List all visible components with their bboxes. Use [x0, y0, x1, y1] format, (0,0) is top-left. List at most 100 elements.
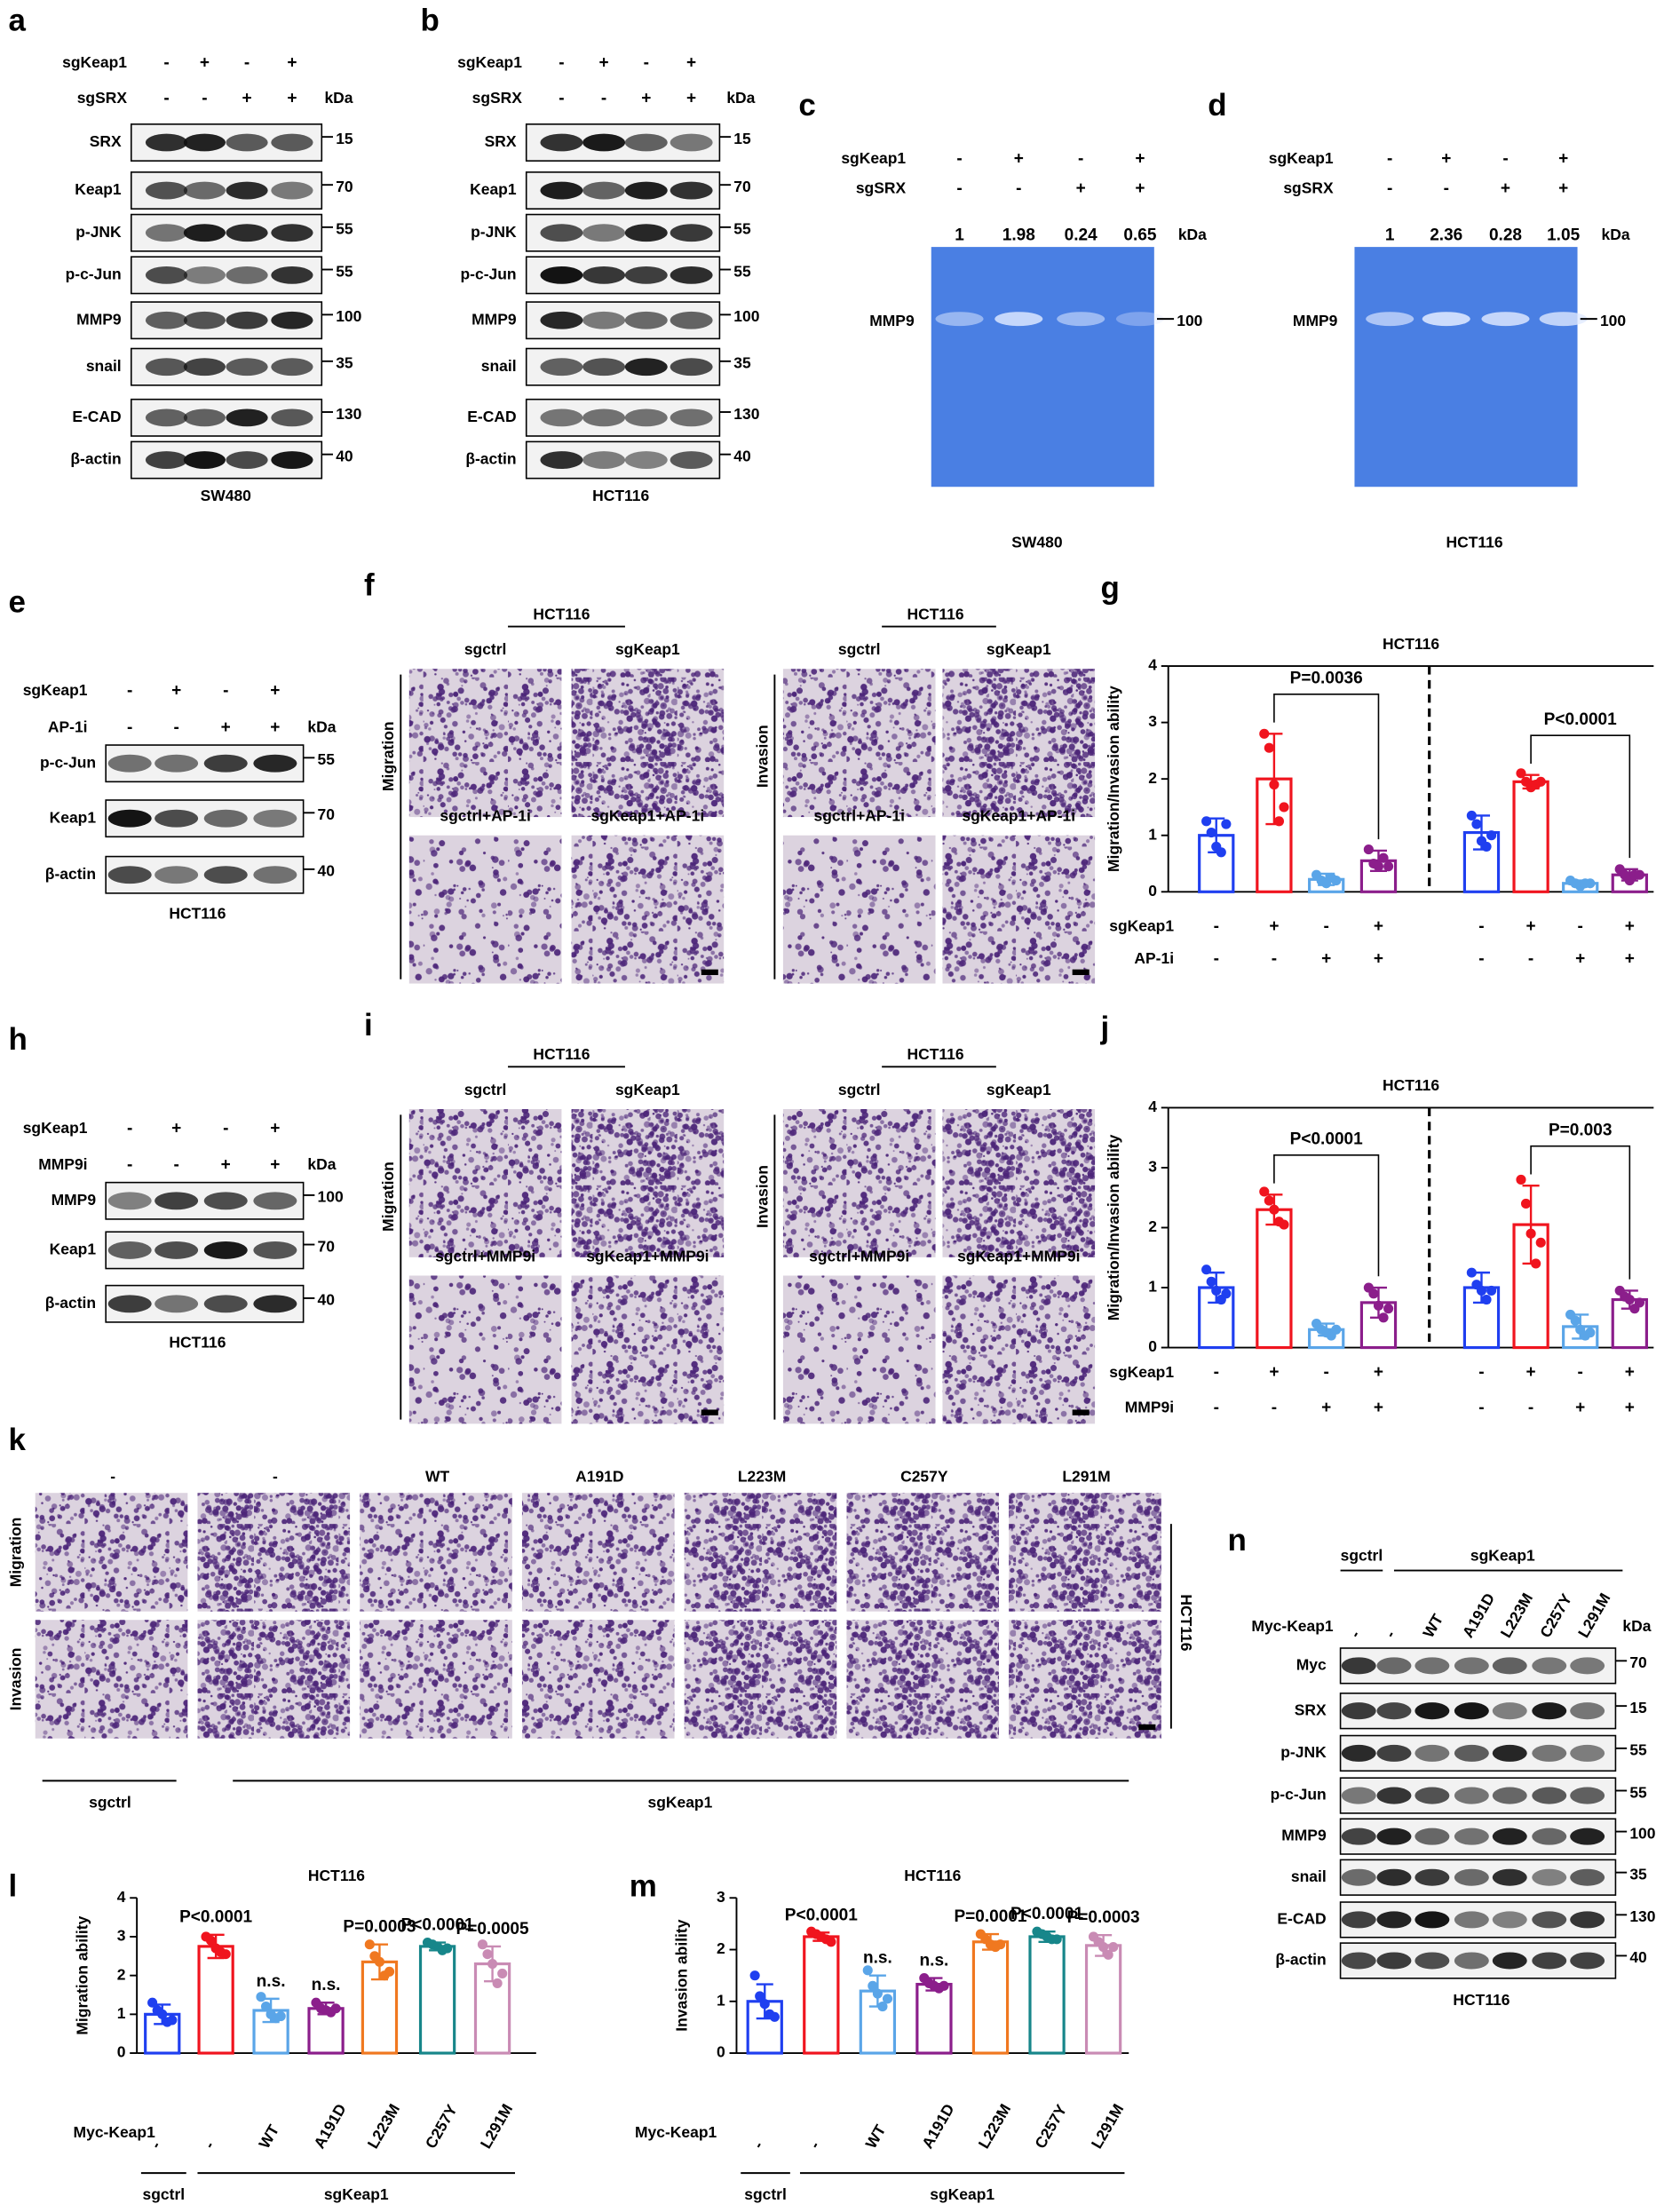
- band: [155, 1295, 199, 1313]
- panel-letter: m: [630, 1868, 657, 1903]
- band: [145, 358, 188, 377]
- band: [107, 866, 152, 884]
- band: [1532, 1827, 1567, 1845]
- kda-value: 15: [733, 130, 751, 147]
- band: [1454, 1657, 1489, 1675]
- treatment-sign: -: [1078, 150, 1083, 169]
- protein-name: E-CAD: [72, 408, 121, 425]
- data-point: [1525, 1228, 1536, 1239]
- column-label: -: [273, 1467, 278, 1485]
- kda-value: 100: [1600, 312, 1626, 329]
- band: [670, 358, 713, 377]
- y-tick-label: 0: [1148, 1337, 1157, 1355]
- bar: [1512, 780, 1549, 893]
- data-point: [1269, 1204, 1280, 1215]
- protein-name: Keap1: [75, 180, 122, 198]
- band: [1454, 1952, 1489, 1970]
- protein-name: E-CAD: [467, 408, 516, 425]
- micrograph: [942, 1108, 1096, 1257]
- panel-letter: i: [364, 1008, 373, 1043]
- lane-value: 0.65: [1123, 226, 1156, 244]
- band: [155, 754, 199, 773]
- data-point: [1331, 1324, 1342, 1335]
- p-value: P<0.0001: [401, 1915, 474, 1934]
- band: [1492, 1827, 1527, 1845]
- gel-band: [994, 312, 1043, 327]
- condition-sign: -: [1578, 917, 1583, 936]
- data-point: [487, 1958, 498, 1970]
- band: [1454, 1702, 1489, 1720]
- cell-line: HCT116: [1177, 1594, 1195, 1651]
- protein-name: snail: [1291, 1867, 1327, 1885]
- p-value: n.s.: [257, 1972, 286, 1991]
- data-point: [1264, 1195, 1274, 1206]
- image-label: sgctrl+MMP9i: [809, 1247, 909, 1265]
- condition-sign: -: [1272, 1399, 1277, 1417]
- condition-sign: -: [1272, 950, 1277, 969]
- protein-name: MMP9: [1293, 312, 1338, 329]
- scale-bar: [701, 969, 718, 976]
- kda-value: 35: [336, 354, 353, 372]
- cell-line: HCT116: [592, 487, 649, 504]
- band: [670, 408, 713, 427]
- micrograph: [782, 1275, 936, 1424]
- micrograph: [942, 835, 1096, 984]
- condition-sign: -: [1214, 1399, 1219, 1417]
- data-point: [1476, 1285, 1487, 1296]
- group-label: sgctrl: [89, 1793, 131, 1811]
- band: [1454, 1827, 1489, 1845]
- treatment-sign: +: [1558, 150, 1568, 169]
- treatment-sign: -: [173, 718, 178, 737]
- band: [1376, 1702, 1412, 1720]
- treatment-name: MMP9i: [38, 1155, 87, 1173]
- data-point: [826, 1937, 836, 1947]
- band: [253, 754, 297, 773]
- panel-letter: d: [1208, 88, 1226, 123]
- panel-letter: b: [421, 4, 440, 38]
- band: [1492, 1787, 1527, 1804]
- condition-sign: -: [1324, 917, 1329, 936]
- condition-sign: +: [1374, 950, 1383, 969]
- band: [155, 866, 199, 884]
- band: [1414, 1744, 1450, 1762]
- p-value: P=0.0003: [1067, 1908, 1140, 1927]
- band: [183, 358, 226, 377]
- treatment-sign: -: [223, 1119, 228, 1138]
- condition-name: AP-1i: [1134, 949, 1174, 967]
- y-tick-label: 2: [1148, 1217, 1157, 1235]
- column-label: WT: [425, 1467, 449, 1485]
- group-header: HCT116: [533, 1045, 590, 1063]
- data-point: [872, 1988, 883, 1999]
- kda-value: 35: [1629, 1865, 1647, 1883]
- lane-value: 1.05: [1547, 226, 1580, 244]
- micrograph: [782, 1108, 936, 1257]
- protein-name: β-actin: [45, 1294, 96, 1312]
- treatment-name: sgKeap1: [62, 53, 127, 71]
- band: [1414, 1868, 1450, 1886]
- panel-letter: j: [1099, 1011, 1109, 1045]
- y-tick-label: 1: [1148, 1278, 1157, 1296]
- kda-value: 55: [318, 750, 336, 768]
- treatment-sign: +: [221, 1156, 231, 1175]
- condition-sign: +: [1269, 917, 1279, 936]
- y-tick-label: 2: [117, 1965, 126, 1983]
- kda-value: 55: [336, 220, 353, 238]
- group-label: sgKeap1: [647, 1793, 712, 1811]
- protein-name: SRX: [1295, 1701, 1327, 1718]
- band: [624, 311, 668, 329]
- kda-value: 15: [1629, 1699, 1647, 1716]
- protein-name: β-actin: [465, 450, 516, 468]
- band: [540, 451, 583, 469]
- group-header: HCT116: [533, 605, 590, 622]
- condition-sign: +: [1269, 1363, 1279, 1382]
- condition-sign: -: [1478, 1399, 1484, 1417]
- kda-value: 55: [336, 262, 353, 280]
- data-point: [1516, 768, 1526, 779]
- micrograph: [1009, 1620, 1161, 1739]
- band: [540, 266, 583, 284]
- kda-unit: kDa: [1602, 226, 1630, 243]
- band: [253, 1192, 297, 1210]
- cell-line: SW480: [1011, 533, 1062, 551]
- treatment-sign: +: [287, 54, 297, 73]
- bracket: [1530, 734, 1631, 859]
